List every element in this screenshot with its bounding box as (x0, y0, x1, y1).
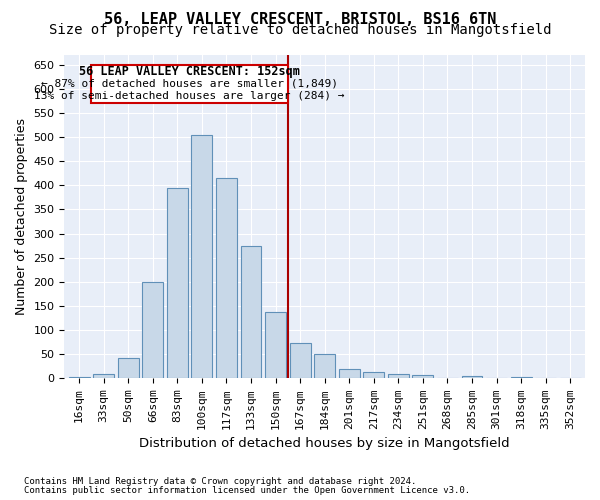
X-axis label: Distribution of detached houses by size in Mangotsfield: Distribution of detached houses by size … (139, 437, 510, 450)
Bar (412, 375, 433, 378)
Bar (216, 178, 237, 378)
Bar (461, 376, 482, 378)
Text: Contains public sector information licensed under the Open Government Licence v3: Contains public sector information licen… (24, 486, 470, 495)
Bar (290, 343, 311, 378)
Text: Contains HM Land Registry data © Crown copyright and database right 2024.: Contains HM Land Registry data © Crown c… (24, 477, 416, 486)
Bar (142, 282, 163, 378)
Text: 56, LEAP VALLEY CRESCENT, BRISTOL, BS16 6TN: 56, LEAP VALLEY CRESCENT, BRISTOL, BS16 … (104, 12, 496, 26)
Bar (364, 372, 384, 378)
Bar (118, 358, 139, 378)
Text: ← 87% of detached houses are smaller (1,849): ← 87% of detached houses are smaller (1,… (41, 79, 338, 89)
Bar (191, 134, 212, 378)
Bar (241, 246, 262, 378)
Bar (265, 312, 286, 378)
Text: 13% of semi-detached houses are larger (284) →: 13% of semi-detached houses are larger (… (34, 92, 345, 102)
Bar (339, 369, 359, 378)
Text: Size of property relative to detached houses in Mangotsfield: Size of property relative to detached ho… (49, 23, 551, 37)
Y-axis label: Number of detached properties: Number of detached properties (15, 118, 28, 315)
Bar (93, 374, 114, 378)
Bar (167, 188, 188, 378)
Bar (511, 377, 532, 378)
Bar (314, 354, 335, 378)
Bar (388, 374, 409, 378)
Text: 56 LEAP VALLEY CRESCENT: 152sqm: 56 LEAP VALLEY CRESCENT: 152sqm (79, 65, 300, 78)
Bar (69, 377, 89, 378)
